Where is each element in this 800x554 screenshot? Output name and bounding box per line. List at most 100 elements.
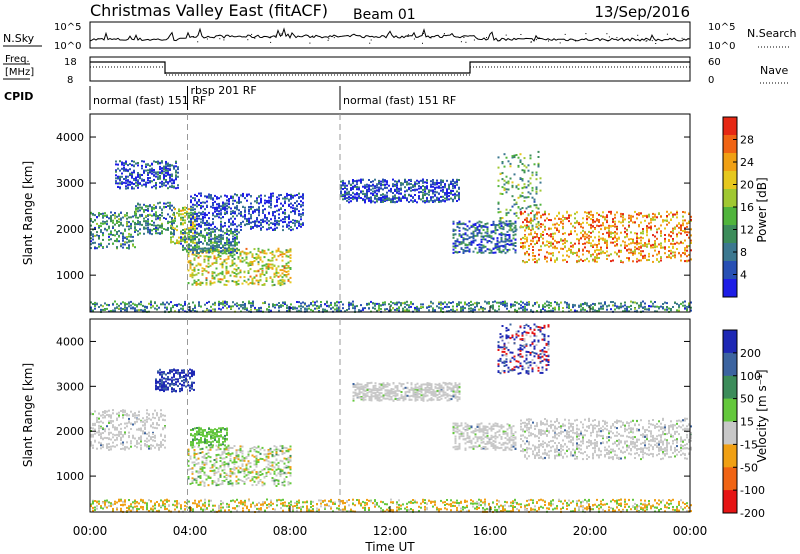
range-gate-cell [400,192,402,195]
range-gate-cell [182,307,184,310]
range-gate-cell [172,240,174,243]
range-gate-cell [239,251,242,254]
range-gate-cell [517,196,520,199]
range-gate-cell [147,220,149,223]
range-gate-cell [178,236,180,239]
range-gate-cell [537,165,540,168]
range-gate-cell [242,215,244,218]
range-gate-cell [204,247,206,250]
range-gate-cell [187,255,190,258]
range-gate-cell [260,221,262,224]
range-gate-cell [232,199,234,202]
range-gate-cell [446,196,448,199]
range-gate-cell [368,307,370,310]
range-gate-cell [212,244,214,247]
nsearch-dot [585,33,587,35]
range-gate-cell [648,259,650,261]
range-gate-cell [498,245,501,248]
range-gate-cell [522,221,524,224]
range-gate-cell [167,170,169,172]
nave-tick-bottom: 0 [708,75,714,86]
range-gate-cell [274,229,276,231]
range-gate-cell [540,245,542,248]
range-gate-cell [302,195,304,198]
range-gate-cell [225,266,228,269]
range-gate-cell [137,210,139,213]
range-gate-cell [568,233,570,236]
range-gate-cell [578,239,580,242]
range-gate-cell [360,178,362,181]
range-gate-cell [400,183,402,186]
range-gate-cell [342,188,344,190]
range-gate-cell [262,204,264,207]
range-gate-cell [218,202,220,205]
range-gate-cell [502,245,505,248]
range-gate-cell [120,245,122,248]
range-gate-cell [586,236,588,239]
range-gate-cell [261,251,264,254]
range-gate-cell [300,218,302,221]
range-gate-cell [602,238,604,241]
range-gate-cell [660,259,662,262]
range-gate-cell [426,306,428,309]
range-gate-cell [640,242,642,245]
range-gate-cell [478,223,481,226]
range-gate-cell [523,157,526,160]
range-gate-cell [590,210,592,213]
range-gate-cell [201,270,204,273]
range-gate-cell [474,229,477,232]
range-gate-cell [145,169,147,172]
range-gate-cell [202,217,204,220]
range-gate-cell [650,244,652,247]
range-gate-cell [354,197,356,200]
range-gate-cell [535,206,538,209]
range-gate-cell [598,213,600,216]
range-gate-cell [169,201,171,204]
range-gate-cell [230,251,232,254]
range-gate-cell [147,179,149,182]
range-gate-cell [614,251,616,254]
range-gate-cell [220,250,222,253]
range-gate-cell [220,308,222,311]
range-gate-cell [550,219,552,222]
range-gate-cell [676,241,678,244]
range-gate-cell [380,183,382,185]
range-gate-cell [187,261,190,264]
range-gate-cell [260,306,262,309]
range-gate-cell [193,279,196,282]
range-gate-cell [464,303,466,306]
range-gate-cell [596,260,598,263]
range-gate-cell [228,225,230,228]
range-gate-cell [242,301,244,304]
range-gate-cell [123,162,125,165]
range-gate-cell [133,171,135,174]
range-gate-cell [226,212,228,215]
range-gate-cell [470,304,472,306]
range-gate-cell [98,237,100,240]
range-gate-cell [215,267,218,270]
range-gate-cell [272,211,274,213]
range-gate-cell [624,218,626,221]
range-gate-cell [264,302,266,304]
range-gate-cell [440,179,442,182]
date-title: 13/Sep/2016 [594,3,690,21]
range-gate-cell [527,164,530,167]
range-gate-cell [228,229,230,232]
range-gate-cell [298,203,300,205]
range-gate-cell [147,209,149,212]
range-gate-cell [502,221,505,224]
range-gate-cell [118,235,120,238]
range-gate-cell [588,239,590,242]
range-gate-cell [546,233,548,235]
range-gate-cell [562,222,564,225]
range-gate-cell [476,305,478,308]
range-gate-cell [356,192,358,195]
range-gate-cell [482,251,485,254]
range-gate-cell [674,227,676,230]
range-gate-cell [202,249,204,252]
range-gate-cell [281,253,284,255]
range-gate-cell [165,167,167,170]
range-gate-cell [180,239,182,242]
range-gate-cell [206,204,208,207]
range-gate-cell [137,162,139,164]
